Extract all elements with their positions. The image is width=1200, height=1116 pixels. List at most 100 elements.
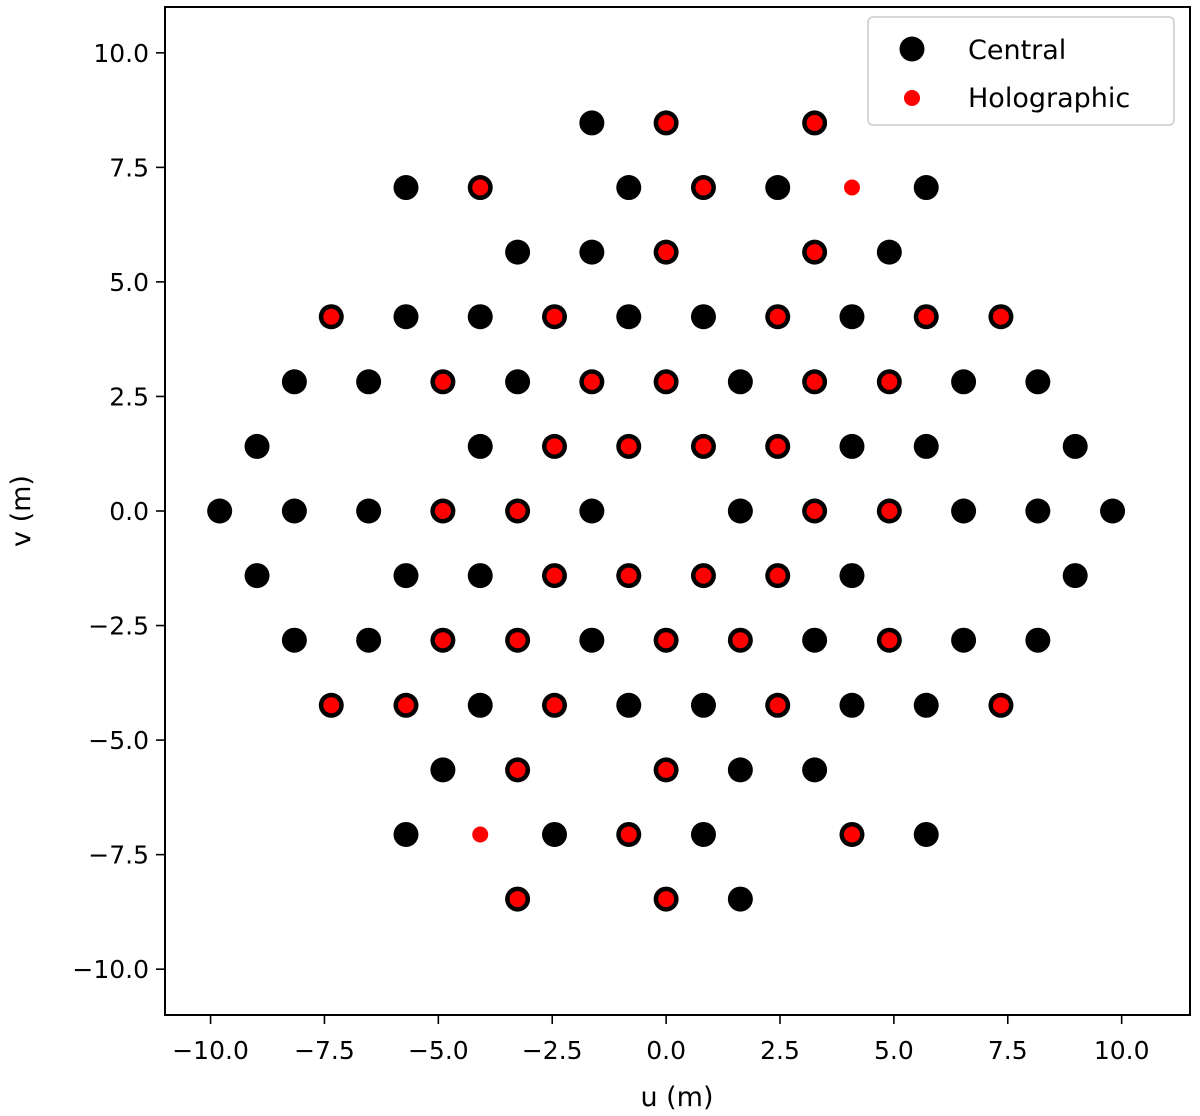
central-point [281,369,307,395]
central-point [951,627,977,653]
holographic-point [546,308,563,325]
holographic-point [434,373,451,390]
holographic-point [806,373,823,390]
y-tick-label: 10.0 [93,39,149,68]
central-point [1025,498,1051,524]
y-tick-label: 0.0 [109,497,149,526]
holographic-point [583,373,600,390]
central-point [839,692,865,718]
central-point [1025,627,1051,653]
holographic-point [769,438,786,455]
central-point [467,692,493,718]
holographic-point [769,697,786,714]
holographic-point [434,632,451,649]
central-point [1062,433,1088,459]
x-tick-label: 7.5 [988,1036,1028,1065]
holographic-point [881,632,898,649]
holographic-point [620,438,637,455]
holographic-point [509,761,526,778]
y-axis: −10.0 −7.5 −5.0 −2.5 0.0 2.5 5.0 7.5 10.0 [72,39,165,984]
central-point [951,498,977,524]
x-tick-label: −5.0 [408,1036,469,1065]
central-point [765,175,791,201]
central-point [616,304,642,330]
holographic-point [992,308,1009,325]
central-point [951,369,977,395]
central-point [690,304,716,330]
legend: Central Holographic [867,16,1175,126]
central-point [690,821,716,847]
x-tick-label: 10.0 [1094,1036,1150,1065]
holographic-point [323,308,340,325]
holographic-point [620,567,637,584]
y-tick-label: 7.5 [109,153,149,182]
central-point [839,433,865,459]
legend-marker-central [899,36,925,62]
x-tick-label: −2.5 [522,1036,583,1065]
holographic-point [695,179,712,196]
legend-marker-holographic [904,90,920,106]
holographic-point [881,373,898,390]
central-point [727,757,753,783]
central-point [913,175,939,201]
central-point [1025,369,1051,395]
legend-label-central: Central [968,35,1066,66]
holographic-point [732,632,749,649]
central-point [876,239,902,265]
holographic-point [695,438,712,455]
central-point [1062,563,1088,589]
central-point [579,627,605,653]
central-point [913,692,939,718]
y-tick-label: −7.5 [88,841,149,870]
holographic-point [323,697,340,714]
x-tick-label: 2.5 [760,1036,800,1065]
central-point [579,498,605,524]
holographic-point [658,761,675,778]
holographic-point [546,567,563,584]
central-point [542,821,567,847]
central-point [430,757,456,783]
y-tick-label: 5.0 [109,268,149,297]
central-point [281,627,307,653]
central-point [393,304,419,330]
holographic-point [509,503,526,519]
central-point [356,498,382,524]
y-axis-label: v (m) [6,475,37,547]
x-tick-label: −7.5 [294,1036,355,1065]
central-point [505,239,531,265]
central-point [244,563,270,589]
central-point [467,304,493,330]
holographic-point [658,632,675,649]
holographic-point [806,244,823,261]
holographic-point [769,308,786,325]
central-point [839,304,865,330]
central-point [727,498,753,524]
holographic-point [509,891,526,908]
holographic-point [881,503,898,519]
holographic-point [546,438,563,455]
points-layer [207,110,1126,912]
central-point [393,175,419,201]
holographic-point [472,179,489,196]
central-point [690,692,716,718]
holographic-point [658,891,675,908]
central-point [356,369,382,395]
central-point [393,821,419,847]
central-point [505,369,531,395]
y-tick-label: −5.0 [88,726,149,755]
central-point [616,175,642,201]
central-point [727,886,753,912]
holographic-point [658,373,675,390]
holographic-point [472,826,489,843]
y-tick-label: 2.5 [109,382,149,411]
central-point [727,369,753,395]
x-tick-label: 0.0 [646,1036,686,1065]
holographic-point [992,697,1009,714]
holographic-point [546,697,563,714]
holographic-point [397,697,414,714]
central-point [281,498,307,524]
central-point [579,110,605,136]
holographic-point [658,244,675,261]
y-tick-label: −10.0 [72,955,149,984]
